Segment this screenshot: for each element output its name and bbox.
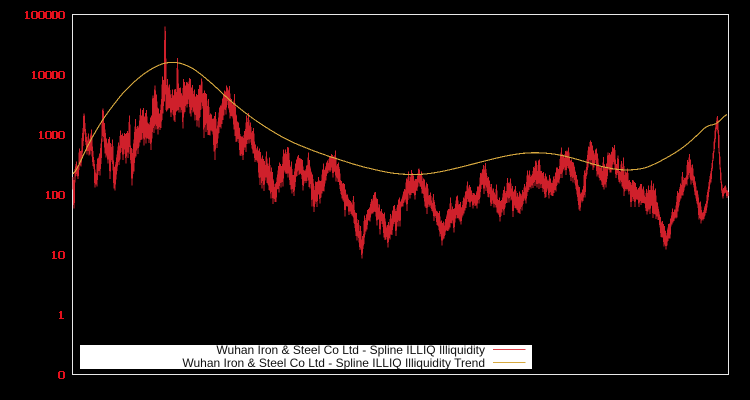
svg-text:Wuhan Iron & Steel Co Ltd - Sp: Wuhan Iron & Steel Co Ltd - Spline ILLIQ… [182, 356, 485, 370]
svg-text:Wuhan Iron & Steel Co Ltd - Sp: Wuhan Iron & Steel Co Ltd - Spline ILLIQ… [216, 343, 485, 357]
